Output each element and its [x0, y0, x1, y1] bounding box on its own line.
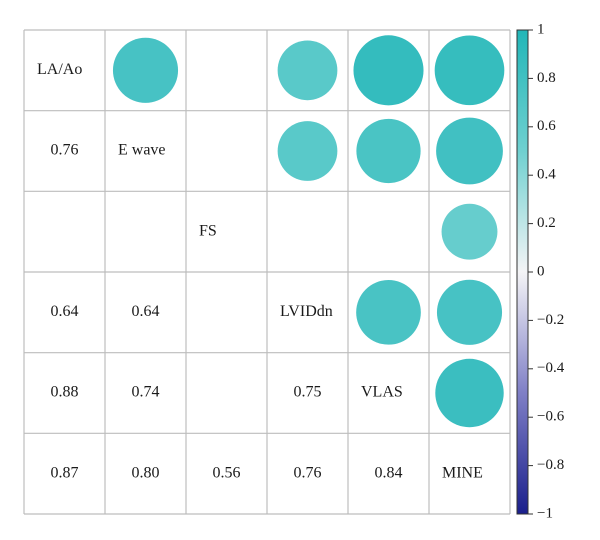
- correlation-value-label: 0.76: [51, 142, 79, 159]
- matrix-grid: [23, 29, 511, 515]
- correlation-circle: [434, 35, 505, 106]
- correlation-value-label: 0.87: [51, 464, 79, 481]
- matrix-labels: LA/Ao E wave FS LVIDdn VLAS MINE 0.76 0.64 0.64 0…: [37, 61, 483, 481]
- correlation-value-label: 0.76: [294, 464, 322, 481]
- colorbar-tick-label: 1: [537, 21, 545, 37]
- correlation-circle: [356, 118, 421, 184]
- colorbar-tick-label: 0.4: [537, 167, 556, 183]
- correlation-value-label: 0.88: [51, 384, 79, 401]
- correlation-circles: [112, 35, 505, 428]
- colorbar-tick-label: 0: [537, 263, 545, 279]
- variable-label: E wave: [118, 142, 166, 159]
- variable-label: MINE: [442, 464, 483, 481]
- colorbar-tick-label: 0.2: [537, 215, 556, 231]
- correlation-value-label: 0.84: [375, 464, 403, 481]
- correlation-value-label: 0.75: [294, 384, 322, 401]
- correlation-circle: [441, 203, 498, 260]
- correlation-circle: [436, 117, 503, 185]
- colorbar: 1 0.8 0.6 0.4 0.2 0 −0.2 −0.4 −0.6 −0.8 −1: [516, 21, 565, 521]
- colorbar-tick-label: −0.4: [537, 360, 565, 376]
- colorbar-tick-label: 0.8: [537, 70, 556, 86]
- correlation-value-label: 0.80: [132, 464, 160, 481]
- correlation-circle: [435, 358, 504, 428]
- variable-label: FS: [199, 222, 217, 239]
- correlation-value-label: 0.64: [132, 303, 160, 320]
- colorbar-tick-label: 0.6: [537, 118, 556, 134]
- variable-label: LVIDdn: [280, 303, 333, 320]
- correlation-value-label: 0.74: [132, 384, 160, 401]
- correlation-circle: [112, 37, 179, 103]
- correlation-value-label: 0.56: [213, 464, 241, 481]
- correlation-value-label: 0.64: [51, 303, 79, 320]
- colorbar-gradient: [516, 29, 529, 515]
- variable-label: VLAS: [361, 384, 403, 401]
- correlation-circle: [277, 40, 338, 101]
- colorbar-tick-label: −0.6: [537, 409, 565, 425]
- colorbar-tick-label: −1: [537, 505, 553, 521]
- correlation-circle: [353, 35, 424, 106]
- colorbar-tick-label: −0.8: [537, 457, 564, 473]
- correlation-circle: [436, 279, 503, 345]
- correlation-circle: [277, 121, 338, 181]
- correlation-circle: [356, 280, 421, 345]
- variable-label: LA/Ao: [37, 61, 82, 78]
- colorbar-tick-label: −0.2: [537, 312, 564, 328]
